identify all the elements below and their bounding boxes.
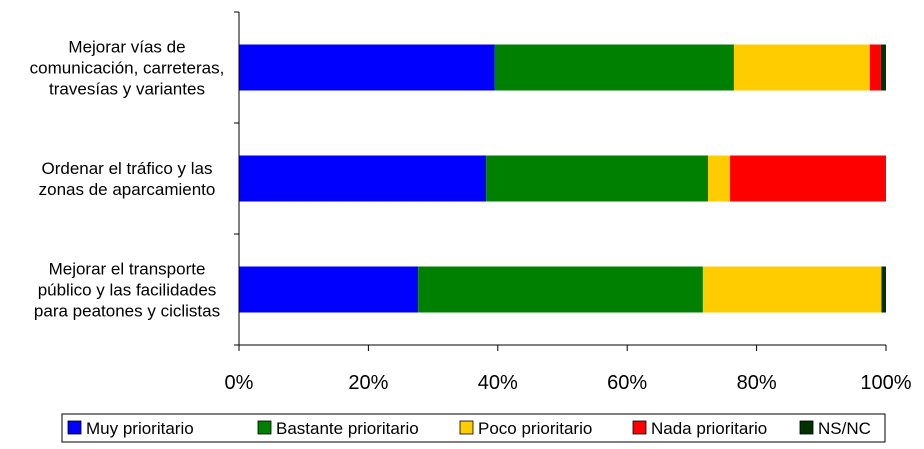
x-tick-label: 20%: [348, 372, 388, 394]
bar-1-series-4: [869, 44, 881, 91]
bar-2-series-4: [730, 155, 886, 202]
category-label-line: zonas de aparcamiento: [39, 180, 216, 199]
bar-1-series-2: [494, 44, 734, 91]
category-label-line: Mejorar el transporte: [49, 260, 206, 279]
x-tick-label: 100%: [860, 372, 911, 394]
bar-3-series-3: [702, 266, 882, 313]
category-label-line: Ordenar el tráfico y las: [41, 159, 212, 178]
category-label-line: travesías y variantes: [49, 80, 205, 99]
legend-label-5: NS/NC: [818, 419, 871, 438]
category-label-line: Mejorar vías de: [68, 38, 185, 57]
bar-3-series-1: [239, 266, 419, 313]
x-tick-label: 0%: [225, 372, 254, 394]
legend-box: [61, 413, 886, 443]
category-label-line: para peatones y ciclistas: [34, 302, 220, 321]
category-label-2: Ordenar el tráfico y las zonas de aparcam…: [39, 159, 216, 199]
bar-1-series-3: [733, 44, 870, 91]
legend-label-2: Bastante prioritario: [276, 419, 419, 438]
category-label-line: público y las facilidades: [38, 281, 217, 300]
bar-3-series-5: [881, 266, 886, 313]
legend-label-4: Nada prioritario: [651, 419, 767, 438]
legend-swatch-2: [257, 420, 272, 435]
legend-swatch-3: [459, 420, 474, 435]
legend-swatch-4: [632, 420, 647, 435]
x-tick-label: 80%: [737, 372, 777, 394]
bar-1-series-1: [239, 44, 495, 91]
bar-2-series-1: [239, 155, 487, 202]
category-label-1: Mejorar vías de comunicación, carreteras,…: [30, 38, 225, 99]
category-label-line: comunicación, carreteras,: [30, 59, 225, 78]
bar-1-series-5: [880, 44, 886, 91]
legend-swatch-5: [799, 420, 814, 435]
legend-label-1: Muy prioritario: [86, 419, 194, 438]
x-tick-label: 40%: [478, 372, 518, 394]
legend-swatch-1: [67, 420, 82, 435]
bar-2-series-3: [708, 155, 731, 202]
bar-2-series-2: [486, 155, 709, 202]
x-tick-label: 60%: [607, 372, 647, 394]
category-label-3: Mejorar el transporte público y las facil…: [34, 260, 220, 321]
legend-label-3: Poco prioritario: [478, 419, 592, 438]
bar-3-series-2: [418, 266, 703, 313]
